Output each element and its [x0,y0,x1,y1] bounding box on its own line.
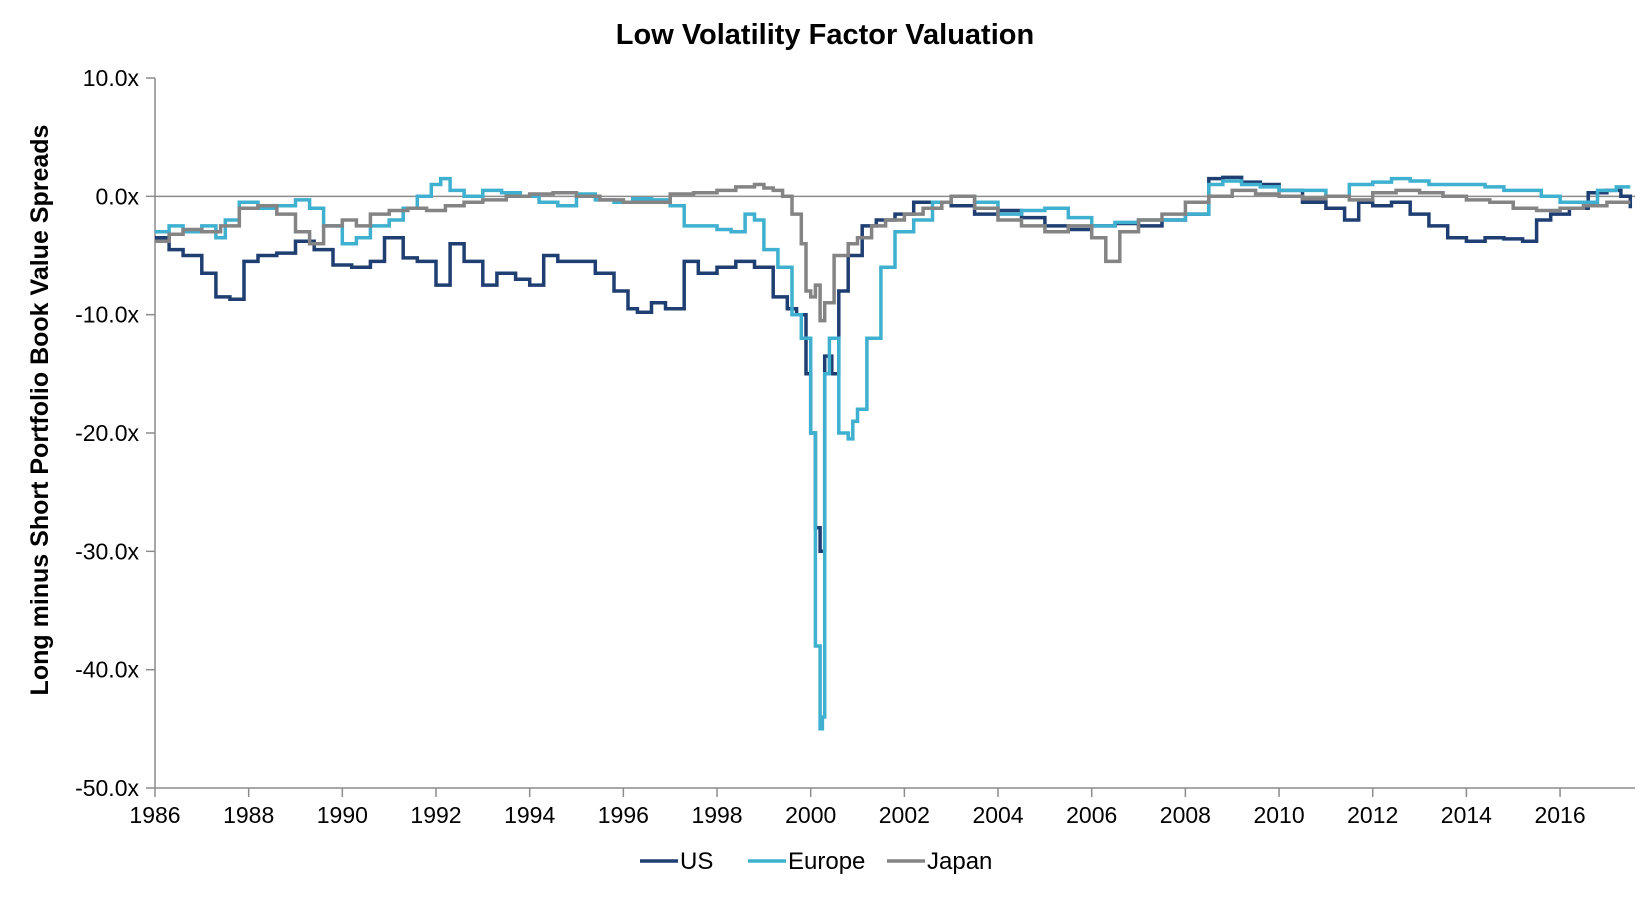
series-lines [155,175,1633,731]
chart-title: Low Volatility Factor Valuation [616,19,1034,51]
x-tick-label: 2006 [1066,802,1117,828]
legend-label-europe: Europe [788,848,865,875]
x-tick-label: 1988 [223,802,274,828]
legend-label-japan: Japan [927,848,992,875]
legend-label-us: US [680,848,713,875]
y-tick-label: -20.0x [75,420,139,446]
x-tick-label: 2004 [972,802,1023,828]
x-tick-label: 1992 [410,802,461,828]
x-tick-label: 2010 [1253,802,1304,828]
legend: US Europe Japan [640,848,992,875]
x-tick-label: 1986 [129,802,180,828]
x-ticks: 1986 1988 1990 1992 1994 1996 1998 2000 2002 2004… [129,788,1586,828]
series-line-japan [155,182,1631,323]
y-tick-label: 10.0x [83,65,140,91]
y-axis-label: Long minus Short Portfolio Book Value Sp… [26,125,54,696]
x-tick-label: 2000 [785,802,836,828]
x-tick-label: 2012 [1347,802,1398,828]
series-line-us [155,175,1633,554]
y-tick-label: 0.0x [96,183,140,209]
x-tick-label: 2002 [879,802,930,828]
series-line-europe [155,176,1631,731]
x-tick-label: 1996 [598,802,649,828]
y-tick-label: -40.0x [75,657,139,683]
x-tick-label: 2008 [1160,802,1211,828]
x-tick-label: 1990 [317,802,368,828]
y-ticks: 10.0x 0.0x -10.0x -20.0x -30.0x -40.0x -50.0x [75,65,155,801]
x-tick-label: 2014 [1441,802,1492,828]
y-tick-label: -30.0x [75,538,139,564]
y-tick-label: -50.0x [75,775,139,801]
x-tick-label: 2016 [1534,802,1585,828]
x-tick-label: 1994 [504,802,555,828]
x-tick-label: 1998 [691,802,742,828]
y-tick-label: -10.0x [75,302,139,328]
